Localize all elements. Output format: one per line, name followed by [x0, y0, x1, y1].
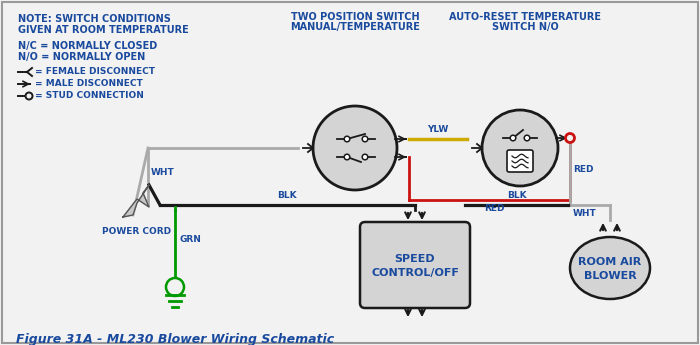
Text: MANUAL/TEMPERATURE: MANUAL/TEMPERATURE [290, 22, 420, 32]
Circle shape [313, 106, 397, 190]
Text: GRN: GRN [179, 235, 201, 244]
Circle shape [482, 110, 558, 186]
Circle shape [362, 136, 368, 142]
Text: SPEED: SPEED [395, 254, 435, 264]
Text: BLOWER: BLOWER [584, 271, 636, 281]
Circle shape [166, 278, 184, 296]
Text: RED: RED [573, 165, 594, 174]
Text: BLK: BLK [277, 191, 297, 200]
Text: AUTO-RESET TEMPERATURE: AUTO-RESET TEMPERATURE [449, 12, 601, 22]
FancyBboxPatch shape [507, 150, 533, 172]
Circle shape [510, 135, 516, 141]
Circle shape [566, 134, 575, 142]
Text: N/O = NORMALLY OPEN: N/O = NORMALLY OPEN [18, 52, 146, 62]
Text: WHT: WHT [573, 209, 596, 218]
Circle shape [25, 92, 32, 99]
Text: RED: RED [484, 204, 504, 213]
Circle shape [524, 135, 530, 141]
Text: = STUD CONNECTION: = STUD CONNECTION [35, 91, 144, 100]
Text: N/C = NORMALLY CLOSED: N/C = NORMALLY CLOSED [18, 41, 158, 51]
FancyBboxPatch shape [360, 222, 470, 308]
Ellipse shape [570, 237, 650, 299]
Text: CONTROL/OFF: CONTROL/OFF [371, 268, 459, 278]
Text: GIVEN AT ROOM TEMPERATURE: GIVEN AT ROOM TEMPERATURE [18, 25, 189, 35]
Text: = MALE DISCONNECT: = MALE DISCONNECT [35, 79, 143, 89]
Text: YLW: YLW [428, 125, 449, 134]
Text: TWO POSITION SWITCH: TWO POSITION SWITCH [290, 12, 419, 22]
Text: ROOM AIR: ROOM AIR [578, 257, 642, 267]
Text: NOTE: SWITCH CONDITIONS: NOTE: SWITCH CONDITIONS [18, 14, 171, 24]
Text: POWER CORD: POWER CORD [102, 227, 172, 236]
Text: SWITCH N/O: SWITCH N/O [491, 22, 559, 32]
Polygon shape [123, 185, 149, 217]
Circle shape [344, 136, 350, 142]
Text: BLK: BLK [508, 191, 527, 200]
Circle shape [344, 154, 350, 160]
Text: Figure 31A - ML230 Blower Wiring Schematic: Figure 31A - ML230 Blower Wiring Schemat… [16, 333, 334, 345]
Text: = FEMALE DISCONNECT: = FEMALE DISCONNECT [35, 68, 155, 77]
Circle shape [362, 154, 368, 160]
Text: WHT: WHT [151, 168, 175, 177]
